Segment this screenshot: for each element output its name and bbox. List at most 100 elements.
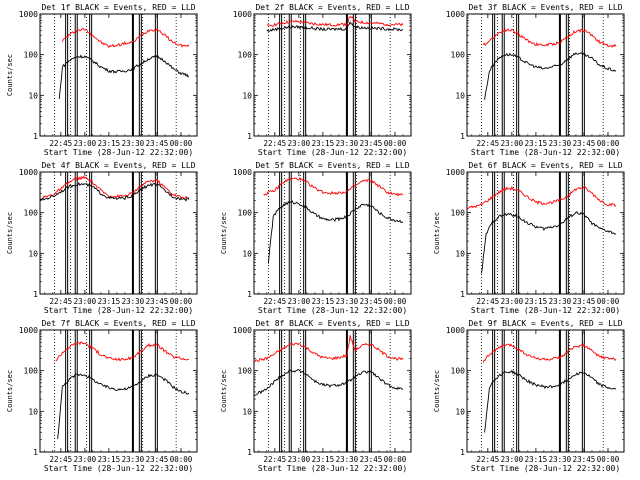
x-tick-label: 23:45 — [360, 455, 383, 464]
y-tick-label: 100 — [238, 367, 253, 376]
x-axis-label: Start Time (28-Jun-12 22:32:00) — [258, 306, 407, 315]
plot-frame — [253, 171, 412, 295]
y-tick-label: 100 — [451, 51, 466, 60]
y-axis-label: Counts/sec — [6, 370, 14, 412]
x-tick-label: 23:30 — [336, 297, 359, 306]
x-tick-label: 23:45 — [360, 139, 383, 148]
x-tick-label: 00:00 — [597, 139, 620, 148]
panel-4: Det 4f BLACK = Events, RED = LLD 1 10 100 10… — [6, 161, 198, 315]
x-tick-label: 23:45 — [573, 455, 596, 464]
y-tick-label: 1000 — [446, 10, 465, 19]
x-axis-label: Start Time (28-Jun-12 22:32:00) — [258, 148, 407, 157]
y-tick-label: 1000 — [233, 326, 252, 335]
x-tick-label: 23:45 — [573, 297, 596, 306]
y-tick-label: 1000 — [19, 168, 38, 177]
events-series-line — [267, 200, 404, 264]
panel-title: Det 2f BLACK = Events, RED = LLD — [255, 3, 409, 12]
panel-title: Det 9f BLACK = Events, RED = LLD — [468, 319, 622, 328]
panel-title: Det 4f BLACK = Events, RED = LLD — [41, 161, 195, 170]
y-tick-label: 100 — [451, 367, 466, 376]
y-tick-label: 100 — [24, 367, 39, 376]
panel-title: Det 1f BLACK = Events, RED = LLD — [41, 3, 195, 12]
x-tick-label: 23:00 — [288, 297, 311, 306]
y-tick-label: 10 — [242, 407, 252, 416]
panel-title: Det 8f BLACK = Events, RED = LLD — [255, 319, 409, 328]
panel-title: Det 3f BLACK = Events, RED = LLD — [468, 3, 622, 12]
x-tick-label: 00:00 — [597, 297, 620, 306]
x-tick-label: 23:45 — [573, 139, 596, 148]
x-tick-label: 22:45 — [477, 139, 500, 148]
y-tick-label: 100 — [451, 209, 466, 218]
panel-1: Det 1f BLACK = Events, RED = LLD 1 10 100 10… — [6, 3, 198, 157]
plot-frame — [39, 171, 198, 295]
y-tick-label: 1 — [33, 132, 38, 141]
x-tick-label: 23:15 — [98, 139, 121, 148]
x-tick-label: 00:00 — [597, 455, 620, 464]
events-series-line — [480, 211, 617, 274]
x-tick-label: 23:30 — [549, 139, 572, 148]
lld-series-line — [482, 342, 617, 363]
y-tick-label: 100 — [238, 51, 253, 60]
x-tick-label: 23:15 — [525, 297, 548, 306]
y-axis-label: Counts/sec — [220, 370, 228, 412]
y-tick-label: 10 — [242, 249, 252, 258]
x-tick-label: 23:00 — [288, 455, 311, 464]
y-tick-label: 1 — [247, 290, 252, 299]
x-tick-label: 22:45 — [477, 297, 500, 306]
x-tick-label: 22:45 — [264, 297, 287, 306]
panel-title: Det 5f BLACK = Events, RED = LLD — [255, 161, 409, 170]
y-tick-label: 10 — [28, 407, 38, 416]
x-tick-label: 23:15 — [312, 297, 335, 306]
panel-title: Det 6f BLACK = Events, RED = LLD — [468, 161, 622, 170]
events-series-line — [58, 54, 190, 100]
y-tick-label: 10 — [28, 91, 38, 100]
x-tick-label: 23:30 — [549, 297, 572, 306]
lld-series-line — [263, 177, 404, 197]
x-tick-label: 23:00 — [74, 455, 97, 464]
x-tick-label: 23:00 — [74, 139, 97, 148]
x-tick-label: 23:45 — [146, 455, 169, 464]
panel-9: Det 9f BLACK = Events, RED = LLD 1 10 100 10… — [433, 319, 625, 473]
events-series-line — [254, 368, 404, 396]
x-tick-label: 00:00 — [170, 455, 193, 464]
y-tick-label: 10 — [455, 249, 465, 258]
y-tick-label: 10 — [455, 407, 465, 416]
plot-frame — [466, 13, 625, 137]
y-tick-label: 1 — [247, 132, 252, 141]
plot-frame — [466, 329, 625, 453]
panel-8: Det 8f BLACK = Events, RED = LLD 1 10 100 10… — [220, 319, 412, 473]
x-axis-label: Start Time (28-Jun-12 22:32:00) — [44, 148, 193, 157]
x-tick-label: 22:45 — [477, 455, 500, 464]
events-series-line — [57, 373, 190, 439]
plot-frame — [253, 329, 412, 453]
y-axis-label: Counts/sec — [6, 54, 14, 96]
x-tick-label: 23:30 — [336, 455, 359, 464]
lld-series-line — [61, 27, 190, 49]
y-tick-label: 10 — [455, 91, 465, 100]
y-axis-label: Counts/sec — [6, 212, 14, 254]
y-tick-label: 1000 — [446, 168, 465, 177]
x-axis-label: Start Time (28-Jun-12 22:32:00) — [471, 306, 620, 315]
y-tick-label: 1000 — [19, 10, 38, 19]
y-tick-label: 100 — [24, 209, 39, 218]
y-tick-label: 1000 — [19, 326, 38, 335]
x-tick-label: 23:00 — [501, 297, 524, 306]
y-tick-label: 1000 — [446, 326, 465, 335]
panel-7: Det 7f BLACK = Events, RED = LLD 1 10 100 10… — [6, 319, 198, 473]
lld-series-line — [467, 185, 617, 210]
y-tick-label: 1000 — [233, 10, 252, 19]
x-tick-label: 23:30 — [549, 455, 572, 464]
x-tick-label: 23:15 — [98, 297, 121, 306]
x-tick-label: 23:30 — [122, 297, 145, 306]
x-tick-label: 22:45 — [50, 455, 73, 464]
x-tick-label: 00:00 — [170, 297, 193, 306]
x-tick-label: 00:00 — [384, 139, 407, 148]
events-series-line — [40, 181, 190, 202]
x-tick-label: 23:00 — [288, 139, 311, 148]
x-axis-label: Start Time (28-Jun-12 22:32:00) — [44, 464, 193, 473]
x-tick-label: 23:45 — [360, 297, 383, 306]
y-axis-label: Counts/sec — [433, 212, 441, 254]
x-axis-label: Start Time (28-Jun-12 22:32:00) — [258, 464, 407, 473]
